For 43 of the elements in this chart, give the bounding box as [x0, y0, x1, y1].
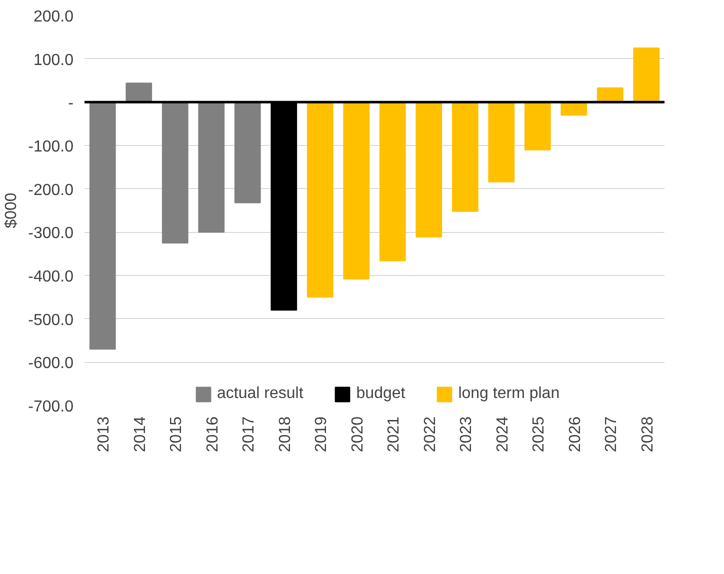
bar	[379, 102, 406, 262]
x-tick-label: 2017	[240, 416, 258, 452]
y-tick-label: -400.0	[28, 268, 74, 286]
y-tick-label: -300.0	[28, 225, 74, 242]
bar	[343, 102, 370, 280]
y-tick-label: -500.0	[28, 312, 74, 329]
x-tick-label: 2016	[204, 416, 222, 452]
x-tick-label: 2013	[96, 416, 113, 452]
bar	[306, 102, 334, 298]
y-tick-label: -600.0	[28, 355, 74, 372]
x-tick-label: 2025	[530, 416, 548, 452]
x-tick-label: 2023	[458, 416, 476, 452]
y-axis-title: $000	[3, 192, 20, 228]
y-tick-label: -	[68, 95, 74, 112]
x-tick-label: 2014	[132, 416, 149, 452]
legend-label: actual result	[217, 385, 304, 403]
x-tick-label: 2027	[603, 416, 620, 452]
x-tick-label: 2021	[386, 416, 403, 452]
y-tick-label: -700.0	[28, 398, 74, 416]
x-tick-label: 2024	[494, 416, 512, 452]
x-tick-label: 2018	[276, 416, 294, 452]
x-tick-label: 2015	[168, 416, 186, 452]
x-tick-label: 2022	[422, 416, 439, 452]
bar	[633, 48, 660, 103]
y-tick-label: -100.0	[28, 138, 74, 156]
legend-label: budget	[356, 385, 406, 403]
bar	[234, 102, 261, 204]
x-tick-label: 2026	[566, 416, 584, 452]
bar	[488, 102, 515, 182]
bar	[416, 102, 442, 238]
y-tick-label: 100.0	[33, 52, 74, 69]
x-tick-label: 2019	[313, 416, 330, 452]
bar	[162, 102, 188, 244]
legend-label: long term plan	[458, 385, 560, 403]
x-tick-label: 2020	[349, 416, 366, 452]
y-tick-label: -200.0	[28, 182, 74, 199]
bar	[89, 102, 116, 350]
bar	[126, 82, 152, 103]
x-tick-label: 2028	[639, 416, 656, 452]
bar	[452, 102, 478, 212]
bar	[198, 102, 225, 233]
bar	[524, 102, 551, 150]
y-tick-label: 200.0	[33, 8, 74, 26]
